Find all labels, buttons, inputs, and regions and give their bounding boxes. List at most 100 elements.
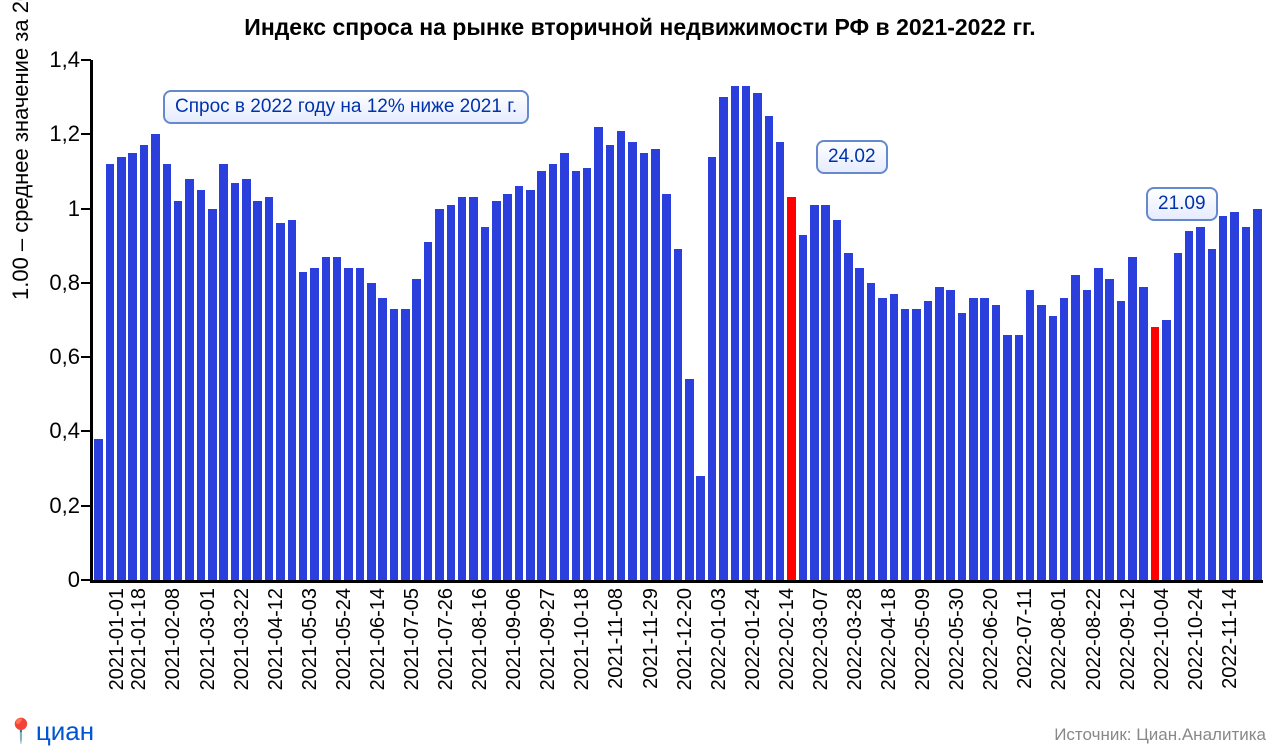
bar	[469, 197, 478, 580]
x-tick-label: 2021-05-03	[299, 588, 322, 708]
x-tick-label: 2022-08-22	[1083, 588, 1106, 708]
bar	[890, 294, 899, 580]
bar	[253, 201, 262, 580]
bar	[640, 153, 649, 580]
bar	[322, 257, 331, 580]
annotation: 21.09	[1146, 187, 1218, 221]
bar	[924, 301, 933, 580]
pin-icon: 📍	[6, 718, 36, 745]
bar	[810, 205, 819, 580]
x-tick-label: 2021-01-01	[106, 588, 129, 708]
bar	[696, 476, 705, 580]
bar	[117, 157, 126, 580]
y-tick	[81, 505, 91, 507]
bar	[867, 283, 876, 580]
x-tick-label: 2021-11-08	[605, 588, 628, 708]
bar	[185, 179, 194, 580]
bar	[344, 268, 353, 580]
bar	[1151, 327, 1160, 580]
bar	[833, 220, 842, 580]
bar	[276, 223, 285, 580]
bar	[1139, 287, 1148, 580]
y-tick	[81, 356, 91, 358]
x-tick-label: 2021-04-12	[265, 588, 288, 708]
y-tick	[81, 430, 91, 432]
bar	[356, 268, 365, 580]
y-tick-label: 0,4	[0, 418, 80, 444]
x-tick-label: 2021-11-29	[640, 588, 663, 708]
source-text: Источник: Циан.Аналитика	[1054, 725, 1266, 745]
x-tick-label: 2021-01-18	[128, 588, 151, 708]
bar	[731, 86, 740, 580]
bar	[174, 201, 183, 580]
bar	[94, 439, 103, 580]
bar	[390, 309, 399, 580]
bar	[401, 309, 410, 580]
bar	[310, 268, 319, 580]
bar	[163, 164, 172, 580]
bar	[208, 209, 217, 580]
bar	[901, 309, 910, 580]
x-tick-label: 2021-03-22	[231, 588, 254, 708]
x-tick-label: 2021-07-05	[401, 588, 424, 708]
x-tick-label: 2021-05-24	[333, 588, 356, 708]
x-tick-label: 2022-09-12	[1117, 588, 1140, 708]
bar	[1105, 279, 1114, 580]
bar	[1219, 216, 1228, 580]
x-tick-label: 2022-08-01	[1048, 588, 1071, 708]
x-tick-label: 2022-11-14	[1219, 588, 1242, 708]
y-tick-label: 0	[0, 567, 80, 593]
x-tick-label: 2022-05-30	[946, 588, 969, 708]
y-tick-label: 1	[0, 196, 80, 222]
bar	[878, 298, 887, 580]
annotation: 24.02	[816, 140, 888, 174]
x-tick-label: 2022-03-28	[844, 588, 867, 708]
y-tick-label: 0,2	[0, 493, 80, 519]
x-tick-label: 2022-05-09	[912, 588, 935, 708]
bar	[606, 145, 615, 580]
bar	[503, 194, 512, 580]
bar	[1049, 316, 1058, 580]
bar	[412, 279, 421, 580]
annotation: Спрос в 2022 году на 12% ниже 2021 г.	[163, 90, 529, 124]
cian-logo: 📍циан	[6, 716, 94, 747]
bar	[958, 313, 967, 580]
x-tick-label: 2022-04-18	[878, 588, 901, 708]
x-tick-label: 2022-10-24	[1185, 588, 1208, 708]
bar	[231, 183, 240, 580]
bar	[1117, 301, 1126, 580]
bar	[458, 197, 467, 580]
bar	[447, 205, 456, 580]
bar	[492, 201, 501, 580]
bar	[708, 157, 717, 580]
bar	[969, 298, 978, 580]
bar	[288, 220, 297, 580]
bar	[685, 379, 694, 580]
bar	[435, 209, 444, 580]
x-tick-label: 2021-03-01	[197, 588, 220, 708]
bar	[651, 149, 660, 580]
bar	[197, 190, 206, 580]
x-tick-label: 2021-10-18	[571, 588, 594, 708]
bar	[1003, 335, 1012, 580]
bar	[128, 153, 137, 580]
bar	[572, 171, 581, 580]
bar	[946, 290, 955, 580]
x-tick-label: 2021-09-06	[503, 588, 526, 708]
bar	[617, 131, 626, 580]
bar	[1174, 253, 1183, 580]
bar	[151, 134, 160, 580]
bar	[526, 190, 535, 580]
bar	[299, 272, 308, 580]
bar	[753, 93, 762, 580]
x-tick-label: 2021-06-14	[367, 588, 390, 708]
bar	[265, 197, 274, 580]
bar	[935, 287, 944, 580]
x-tick-label: 2021-12-20	[674, 588, 697, 708]
bar	[765, 116, 774, 580]
y-tick	[81, 133, 91, 135]
bar	[799, 235, 808, 580]
bar	[481, 227, 490, 580]
bar	[333, 257, 342, 580]
x-tick-label: 2022-10-04	[1151, 588, 1174, 708]
